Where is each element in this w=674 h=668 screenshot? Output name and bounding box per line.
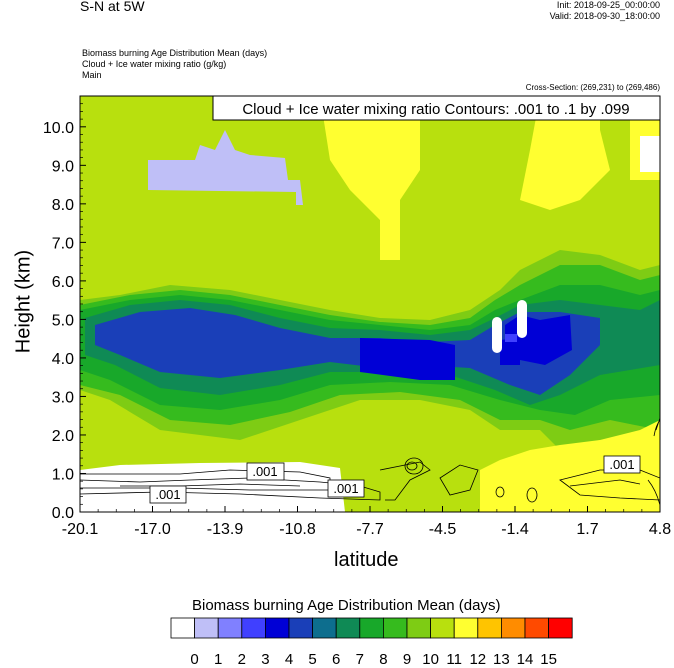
- y-tick-label: 7.0: [52, 235, 74, 252]
- colorbar-label: 9: [403, 651, 411, 668]
- colorbar-label: 8: [379, 651, 387, 668]
- x-tick-label: -1.4: [501, 521, 529, 538]
- colorbar-label: 1: [214, 651, 222, 668]
- colorbar-swatch: [264, 617, 290, 639]
- field-1: Biomass burning Age Distribution Mean (d…: [82, 48, 268, 58]
- contour-label-3: .001: [333, 481, 358, 496]
- colorbar-swatch: [453, 617, 479, 639]
- y-tick-label: 8.0: [52, 197, 74, 214]
- contour-legend-box: [212, 95, 661, 121]
- field-2: Cloud + Ice water mixing ratio (g/kg): [82, 59, 227, 69]
- colorbar-swatch: [500, 617, 526, 639]
- colorbar-swatch: [406, 617, 432, 639]
- contour-label-1: .001: [252, 464, 277, 479]
- colorbar-swatch: [359, 617, 384, 639]
- colorbar-label: 11: [446, 651, 462, 668]
- field-3: Main: [82, 70, 102, 80]
- chart-title: Cloud + Ice water mixing ratio Contours:…: [242, 101, 629, 118]
- colorbar-swatch: [524, 617, 550, 639]
- x-axis-label: latitude: [334, 549, 399, 571]
- y-tick-label: 2.0: [52, 428, 74, 445]
- x-tick-label: 1.7: [576, 521, 598, 538]
- colorbar-label: 10: [422, 651, 439, 668]
- x-tick-label: -13.9: [207, 521, 244, 538]
- colorbar-swatch: [430, 617, 455, 639]
- x-tick-label: -17.0: [134, 521, 171, 538]
- y-tick-label: 1.0: [52, 466, 74, 483]
- colorbar: 0 1 2 3 4 5 6 7 8 9 10 11 12 13 14 15: [170, 617, 573, 668]
- y-tick-label: 9.0: [52, 158, 74, 175]
- x-tick-label: -4.5: [429, 521, 457, 538]
- field-descriptions: Biomass burning Age Distribution Mean (d…: [82, 48, 267, 81]
- colorbar-swatch: [382, 617, 408, 639]
- contour-labels: .001 .001 .001 .001: [149, 455, 641, 504]
- colorbar-label: 6: [332, 651, 340, 668]
- init-time: Init: 2018-09-25_00:00:00: [556, 0, 660, 10]
- colorbar-swatch: [170, 617, 196, 639]
- colorbar-label: 0: [190, 651, 198, 668]
- colorbar-swatch: [312, 617, 337, 639]
- colorbar-swatch: [194, 617, 219, 639]
- colorbar-label: 5: [308, 651, 316, 668]
- colorbar-label: 7: [356, 651, 364, 668]
- x-tick-label: -20.1: [62, 521, 99, 538]
- valid-time: Valid: 2018-09-30_18:00:00: [549, 11, 660, 21]
- y-axis: 0.0 1.0 2.0 3.0 4.0 5.0 6.0 7.0 8.0 9.0 10.0: [43, 95, 86, 522]
- x-tick-label: -10.8: [279, 521, 316, 538]
- colorbar-swatch: [288, 617, 314, 639]
- y-tick-label: 5.0: [52, 312, 74, 329]
- colorbar-swatch: [241, 617, 266, 639]
- plot-title: S-N at 5W: [80, 0, 145, 14]
- colorbar-swatch: [548, 617, 573, 639]
- x-tick-label: -7.7: [356, 521, 384, 538]
- colorbar-title: Biomass burning Age Distribution Mean (d…: [192, 597, 501, 614]
- y-tick-label: 10.0: [43, 120, 74, 137]
- colorbar-label: 3: [261, 651, 269, 668]
- colorbar-label: 2: [238, 651, 246, 668]
- colorbar-label: 15: [540, 651, 557, 668]
- x-axis: -20.1 -17.0 -13.9 -10.8 -7.7 -4.5 -1.4 1.7 4.8: [62, 506, 671, 538]
- y-tick-label: 3.0: [52, 389, 74, 406]
- x-tick-label: 4.8: [649, 521, 671, 538]
- time-info: Init: 2018-09-25_00:00:00 Valid: 2018-09…: [550, 0, 660, 22]
- y-tick-label: 6.0: [52, 274, 74, 291]
- colorbar-swatch: [217, 617, 243, 639]
- contour-label-4: .001: [609, 457, 634, 472]
- colorbar-label: 13: [493, 651, 510, 668]
- cross-section-info: Cross-Section: (269,231) to (269,486): [525, 83, 660, 92]
- colorbar-label: 12: [469, 651, 486, 668]
- colorbar-label: 4: [285, 651, 293, 668]
- contour-label-2: .001: [155, 487, 180, 502]
- colorbar-swatch: [477, 617, 502, 639]
- colorbar-swatch: [335, 617, 361, 639]
- heatmap-field: .001 .001 .001 .001: [80, 96, 660, 512]
- y-tick-label: 0.0: [52, 505, 74, 522]
- y-tick-label: 4.0: [52, 351, 74, 368]
- y-axis-label: Height (km): [12, 249, 35, 354]
- colorbar-label: 14: [517, 651, 534, 668]
